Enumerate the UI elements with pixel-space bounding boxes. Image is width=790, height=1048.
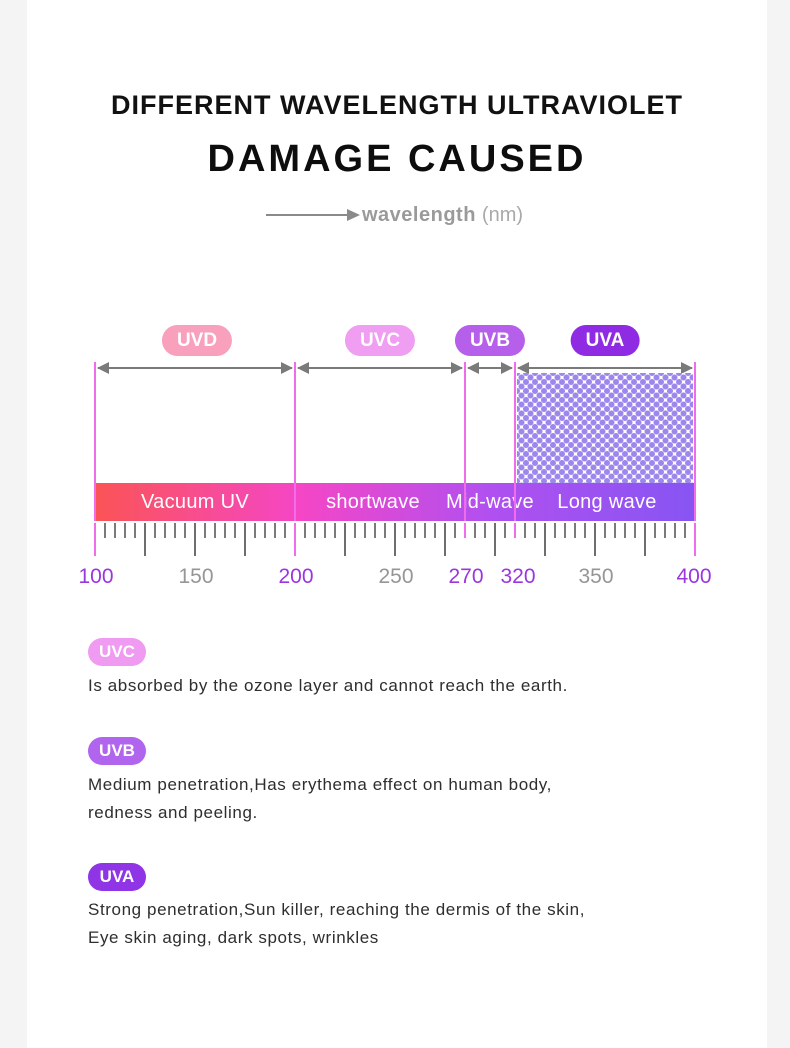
bar-label-vacuum-uv: Vacuum UV [141,491,249,513]
range-arrow-uvb [467,362,513,374]
section-text-uva-line1: Strong penetration,Sun killer, reaching … [88,900,586,919]
section-badge-uva: UVA [88,863,146,891]
spectrum-bar: Vacuum UV shortwave Mid-wave Long wave [95,483,695,521]
right-gutter [767,0,790,1048]
section-text-uvb-line1: Medium penetration,Has erythema effect o… [88,775,552,794]
ruler-tick-100nm [94,523,96,556]
band-badge-uvc: UVC [344,325,416,356]
ruler-tick-200nm [294,523,296,556]
guide-line-100nm [94,362,96,521]
guide-line-270nm [464,362,466,521]
page-subtitle: DAMAGE CAUSED [207,138,587,180]
axis-label-250: 250 [378,565,414,588]
axis-label-320: 320 [500,565,536,588]
axis-label-200: 200 [278,565,314,588]
range-arrow-uva [517,362,693,374]
uva-dot-pattern [517,373,693,483]
bar-label-shortwave: shortwave [326,491,420,513]
ruler-tick-270nm [464,523,466,538]
axis-label-270: 270 [448,565,484,588]
range-arrow-uvc [297,362,463,374]
section-text-uvb-line2: redness and peeling. [88,803,258,822]
band-badge-uvb: UVB [454,325,526,356]
left-gutter [0,0,27,1048]
ruler-major-ticks [94,523,697,556]
bar-label-mid-wave: Mid-wave [446,491,534,513]
guide-line-400nm [694,362,696,521]
section-badge-uvb: UVB [88,737,146,765]
section-text-uva-line2: Eye skin aging, dark spots, wrinkles [88,928,379,947]
ruler-tick-320nm [514,523,516,538]
right-arrow-icon [266,209,360,221]
guide-line-200nm [294,362,296,521]
band-badge-uvd: UVD [161,325,233,356]
ruler-tick-400nm [694,523,696,556]
guide-line-320nm [514,362,516,521]
axis-label-400: 400 [676,565,712,588]
wavelength-caption: wavelength (nm) [266,202,523,228]
bar-label-long-wave: Long wave [557,491,657,513]
wavelength-unit: (nm) [481,203,524,226]
axis-label-100: 100 [78,565,114,588]
wavelength-label: wavelength [362,203,476,226]
section-badge-uvc: UVC [88,638,146,666]
axis-label-150: 150 [178,565,214,588]
page-title: DIFFERENT WAVELENGTH ULTRAVIOLET [111,90,683,120]
range-arrow-uvd [97,362,293,374]
axis-label-350: 350 [578,565,614,588]
section-text-uvc-line1: Is absorbed by the ozone layer and canno… [88,676,568,695]
band-badge-uva: UVA [570,325,640,356]
